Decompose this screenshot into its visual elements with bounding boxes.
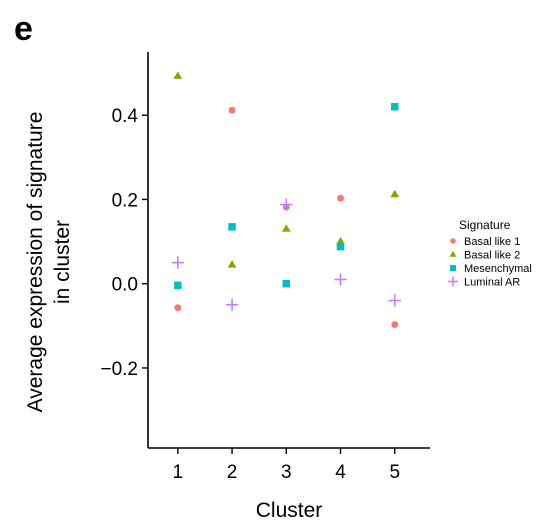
legend-key-luminal-ar	[448, 276, 458, 287]
point-basal-like-1	[391, 321, 399, 328]
legend-key-basal-like-2	[449, 250, 457, 257]
legend-key-basal-like-1	[450, 238, 456, 244]
point-basal-like-2	[173, 71, 183, 79]
point-basal-like-2	[227, 260, 237, 268]
legend-label-mesenchymal: Mesenchymal	[464, 263, 532, 275]
y-tick-label: 0.2	[112, 190, 138, 211]
x-axis-title: Cluster	[256, 499, 323, 522]
point-basal-like-2	[281, 224, 291, 232]
y-axis-title-line-1: Average expression of signature	[24, 112, 47, 413]
x-tick-label: 5	[389, 462, 400, 483]
point-luminal-ar	[388, 294, 401, 307]
legend-label-luminal-ar: Luminal AR	[464, 277, 520, 289]
legend-label-basal-like-1: Basal like 1	[464, 236, 520, 248]
point-mesenchymal	[228, 223, 236, 231]
point-basal-like-2	[336, 236, 345, 245]
y-tick-label: 0.4	[112, 106, 139, 127]
data-points	[171, 71, 401, 328]
plot-axes	[147, 52, 430, 449]
y-axis-title: Average expression of signature in clust…	[24, 112, 74, 413]
legend-key-mesenchymal	[450, 265, 456, 271]
legend-title: Signature	[459, 218, 511, 232]
y-tick-label: −0.2	[100, 359, 138, 380]
y-tick-label: 0.0	[112, 275, 138, 296]
point-luminal-ar	[334, 273, 347, 286]
point-luminal-ar	[280, 198, 293, 211]
x-tick-label: 1	[173, 462, 184, 483]
point-luminal-ar	[225, 298, 239, 311]
point-basal-like-2	[390, 189, 400, 198]
legend: Signature Basal like 1 Basal like 2Mesenc…	[448, 218, 532, 289]
point-luminal-ar	[171, 256, 184, 269]
point-basal-like-1	[228, 106, 236, 114]
point-mesenchymal	[391, 103, 399, 111]
x-tick-label: 2	[227, 462, 238, 483]
point-basal-like-1	[337, 194, 344, 202]
point-basal-like-1	[174, 304, 182, 312]
legend-label-basal-like-2: Basal like 2	[464, 250, 520, 262]
y-axis-ticks: −0.2 0.0 0.2 0.4	[100, 106, 148, 380]
y-axis-title-line-2: in cluster	[51, 220, 74, 304]
point-mesenchymal	[174, 281, 182, 290]
x-tick-label: 4	[335, 462, 346, 483]
panel-label: e	[14, 10, 33, 48]
x-axis-ticks: 1 2 3 4 5	[173, 448, 400, 483]
point-mesenchymal	[282, 279, 291, 288]
point-mesenchymal	[336, 242, 345, 251]
x-tick-label: 3	[281, 462, 292, 483]
